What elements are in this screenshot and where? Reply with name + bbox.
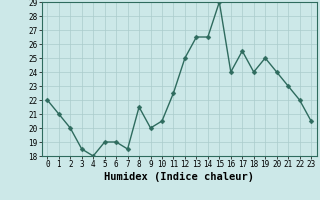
X-axis label: Humidex (Indice chaleur): Humidex (Indice chaleur) <box>104 172 254 182</box>
